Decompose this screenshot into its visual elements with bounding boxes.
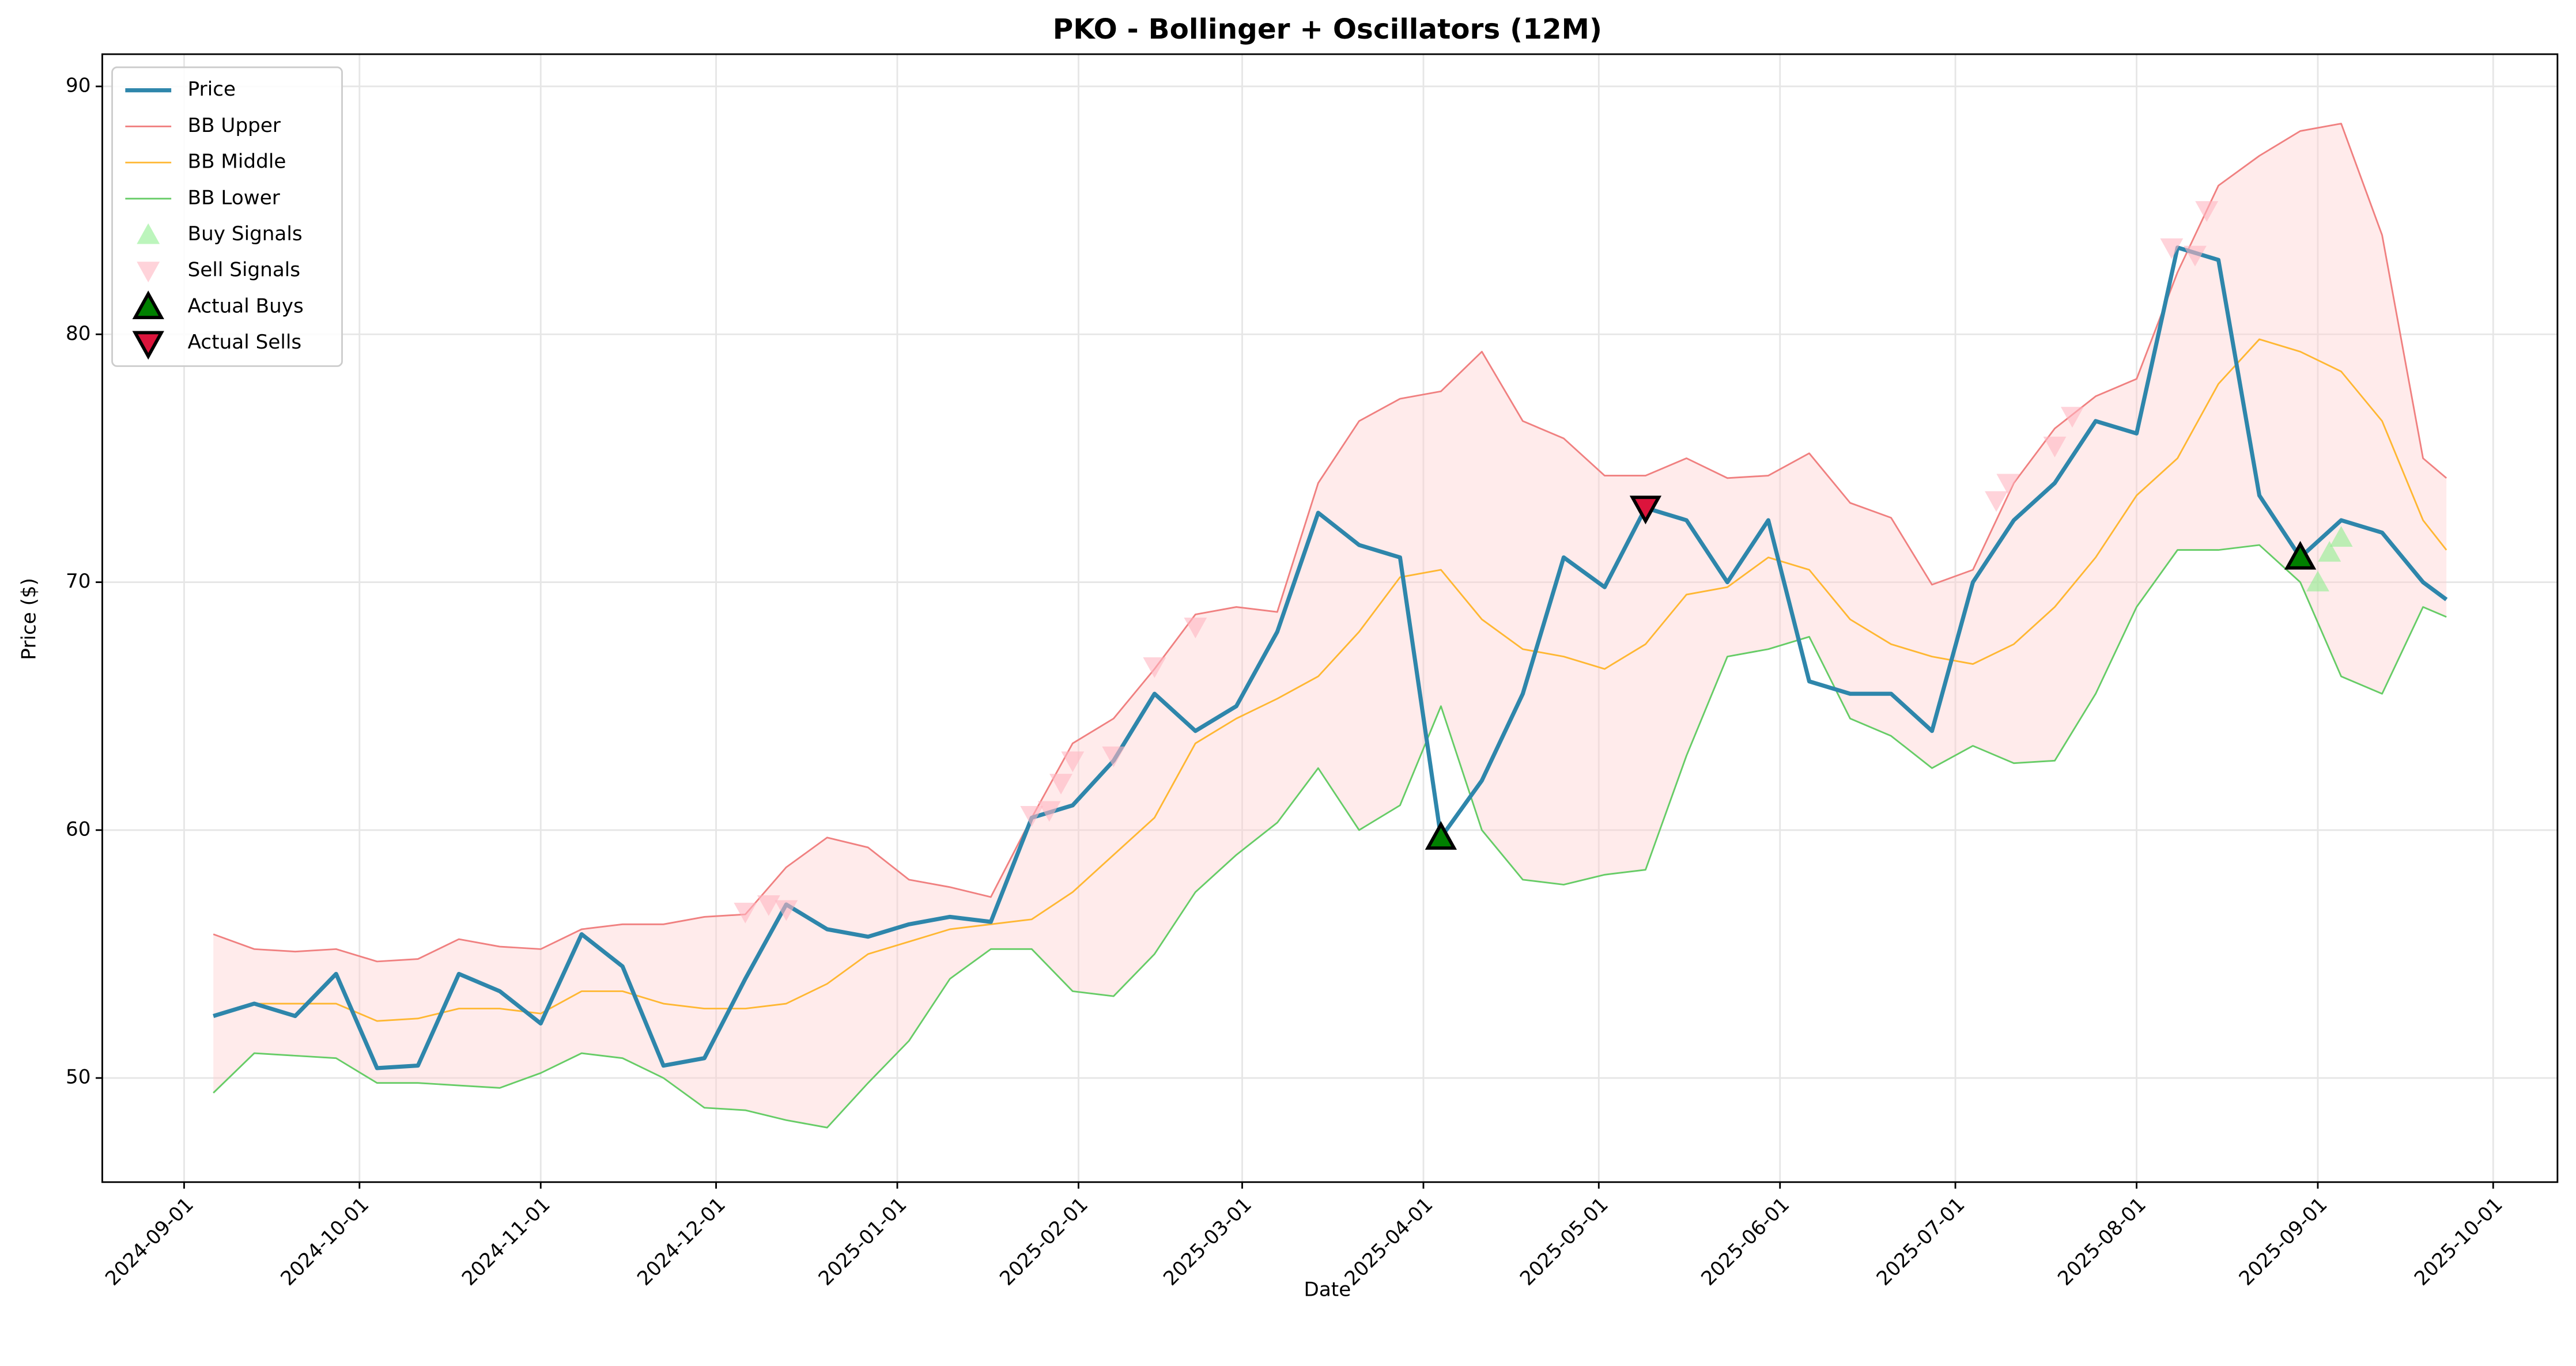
legend-label: Price xyxy=(188,78,236,101)
legend-label: BB Lower xyxy=(188,186,281,209)
bollinger-band xyxy=(213,123,2447,1128)
series-line xyxy=(213,544,2447,1129)
x-tick-label: 2025-04-01 xyxy=(1340,1193,1438,1291)
x-tick-label: 2025-05-01 xyxy=(1516,1193,1613,1291)
y-axis-label: Price ($) xyxy=(18,578,41,660)
legend-label: Actual Buys xyxy=(188,294,304,317)
signal-marker xyxy=(2043,436,2067,457)
series-line xyxy=(213,245,2448,1070)
legend-handle xyxy=(132,331,164,360)
x-tick-label: 2025-06-01 xyxy=(1697,1193,1794,1291)
x-axis-label: Date xyxy=(1304,1278,1351,1301)
legend-label: BB Upper xyxy=(188,114,281,137)
signal-marker xyxy=(1020,806,1044,827)
signal-marker xyxy=(2160,238,2184,259)
x-tick-label: 2024-11-01 xyxy=(458,1193,555,1291)
signal-marker xyxy=(1061,751,1085,773)
signal-marker xyxy=(2060,407,2084,428)
legend-label: Actual Sells xyxy=(188,331,302,354)
signal-marker xyxy=(1629,495,1662,525)
y-tick-label: 50 xyxy=(66,1066,91,1089)
x-tick-label: 2025-01-01 xyxy=(814,1193,912,1291)
legend-label: Sell Signals xyxy=(188,259,300,282)
y-tick-label: 70 xyxy=(66,570,91,593)
signal-marker xyxy=(2184,245,2207,267)
y-tick-label: 90 xyxy=(66,74,91,97)
x-tick-label: 2025-08-01 xyxy=(2053,1193,2151,1291)
series-line xyxy=(213,338,2447,1022)
signal-marker xyxy=(1102,746,1125,767)
chart-title: PKO - Bollinger + Oscillators (12M) xyxy=(1053,13,1602,46)
plot-frame xyxy=(101,53,2559,1183)
legend-box xyxy=(111,66,343,367)
signal-marker xyxy=(1143,657,1166,678)
signal-marker xyxy=(1425,821,1457,850)
signal-marker xyxy=(2195,201,2219,222)
x-tick-label: 2025-03-01 xyxy=(1159,1193,1256,1291)
y-tick-label: 80 xyxy=(66,322,91,345)
signal-marker xyxy=(2329,526,2353,547)
legend-handle xyxy=(137,262,160,283)
signal-marker xyxy=(1184,618,1207,638)
signal-marker xyxy=(2306,570,2329,592)
signal-marker xyxy=(2284,540,2317,570)
legend-handle xyxy=(132,290,164,319)
signal-marker xyxy=(2318,540,2341,562)
legend-label: Buy Signals xyxy=(188,222,303,245)
x-tick-label: 2024-12-01 xyxy=(633,1193,730,1291)
x-tick-label: 2025-07-01 xyxy=(1872,1193,1970,1291)
legend-label: BB Middle xyxy=(188,150,286,173)
series-line xyxy=(213,123,2447,963)
x-tick-label: 2025-09-01 xyxy=(2235,1193,2332,1291)
x-tick-label: 2024-09-01 xyxy=(101,1193,198,1291)
x-tick-label: 2025-10-01 xyxy=(2410,1193,2507,1291)
signal-marker xyxy=(734,902,757,924)
signal-marker xyxy=(775,900,798,921)
signal-marker xyxy=(1049,774,1073,795)
y-tick-label: 60 xyxy=(66,818,91,841)
x-tick-label: 2024-10-01 xyxy=(277,1193,374,1291)
x-tick-label: 2025-02-01 xyxy=(995,1193,1093,1291)
signal-marker xyxy=(1996,474,2020,495)
signal-marker xyxy=(1037,801,1061,822)
signal-marker xyxy=(1985,491,2008,512)
signal-marker xyxy=(757,895,780,916)
legend-handle xyxy=(137,223,160,244)
